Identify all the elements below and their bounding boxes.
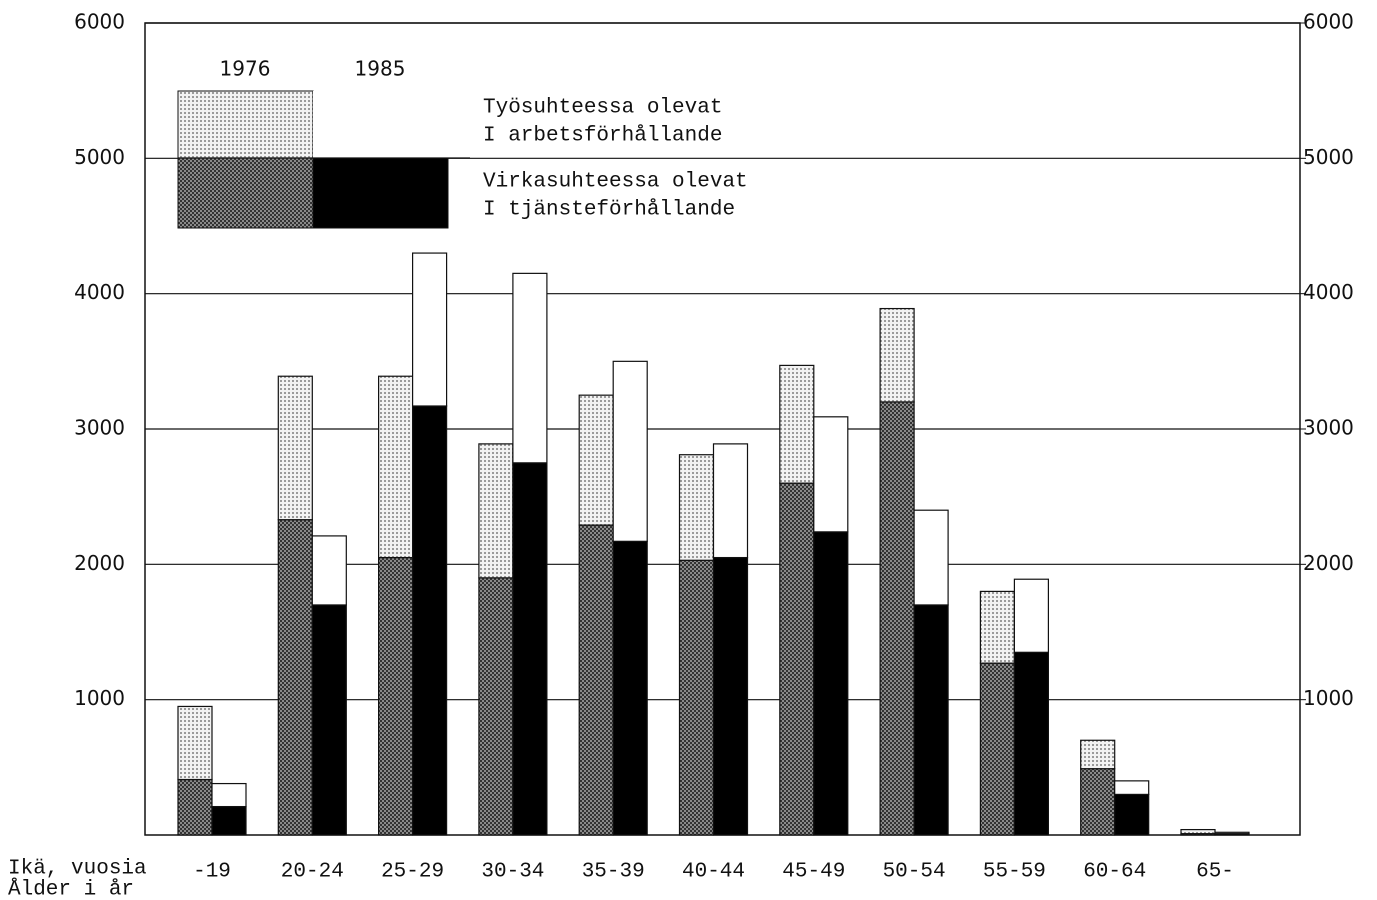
bar-segment — [1013, 578, 1050, 653]
bar-segment — [612, 360, 648, 542]
legend-label: I tjänsteförhållande — [483, 199, 735, 222]
x-tick-label: 65- — [1196, 861, 1234, 884]
bar-segment — [813, 531, 849, 836]
y-tick-label: 1000 — [74, 686, 125, 710]
y-tick-label: 5000 — [74, 145, 125, 169]
x-tick-label: 60-64 — [1083, 861, 1146, 884]
y2-tick-label: 4000 — [1303, 280, 1354, 304]
x-tick-label: 35-39 — [582, 861, 645, 884]
legend-swatch — [177, 157, 314, 229]
bar-segment — [979, 662, 1016, 836]
bar-segment — [1214, 831, 1250, 835]
y-tick-label: 2000 — [74, 551, 125, 575]
bar-segment — [913, 509, 949, 606]
bar-segment — [177, 705, 213, 781]
bar-segment — [678, 559, 715, 836]
bar-segment — [678, 454, 715, 561]
bar-segment — [779, 364, 815, 484]
bar-segment — [612, 540, 648, 836]
legend-label: Virkasuhteessa olevat — [483, 171, 748, 194]
x-tick-label: -19 — [193, 861, 231, 884]
y2-tick-label: 5000 — [1303, 145, 1354, 169]
x-tick-label: 50-54 — [883, 861, 946, 884]
bar-segment — [512, 272, 548, 464]
bar-segment — [578, 394, 614, 526]
bar-segment — [1114, 780, 1150, 795]
x-axis-label: Ikä, vuosia — [8, 858, 147, 881]
y2-tick-label: 1000 — [1303, 686, 1354, 710]
legend-swatch — [177, 90, 314, 159]
x-tick-label: 55-59 — [983, 861, 1046, 884]
x-tick-label: 25-29 — [381, 861, 444, 884]
bar-segment — [779, 482, 815, 836]
y2-tick-label: 2000 — [1303, 551, 1354, 575]
bar-segment — [578, 524, 614, 836]
y2-tick-label: 6000 — [1303, 10, 1354, 34]
y-tick-label: 4000 — [74, 280, 125, 304]
bar-segment — [378, 375, 414, 559]
bar-segment — [478, 577, 514, 836]
y-tick-label: 3000 — [74, 416, 125, 440]
bar-segment — [378, 556, 414, 836]
bar-segment — [177, 778, 213, 836]
bar-segment — [1080, 739, 1116, 770]
x-tick-label: 20-24 — [281, 861, 344, 884]
bar-segment — [712, 556, 749, 836]
bar-segment — [1080, 768, 1116, 836]
bar-segment — [979, 590, 1016, 664]
bar-segment — [1013, 651, 1050, 836]
legend-year: 1976 — [220, 57, 271, 81]
bar-segment — [1180, 828, 1216, 835]
y-tick-label: 6000 — [74, 10, 125, 34]
legend-year: 1985 — [355, 57, 406, 81]
bar-segment — [879, 401, 915, 836]
bar-segment — [311, 604, 347, 836]
bar-segment — [1114, 793, 1150, 836]
legend-swatch — [313, 91, 448, 158]
bar-segment — [913, 604, 949, 836]
bar-segment — [277, 519, 313, 836]
legend-label: I arbetsförhållande — [483, 125, 722, 148]
bar-segment — [211, 805, 247, 836]
bar-segment — [211, 782, 247, 808]
bar-segment — [478, 443, 514, 579]
bar-segment — [412, 405, 448, 836]
bar-segment — [277, 375, 313, 521]
x-tick-label: 45-49 — [782, 861, 845, 884]
x-tick-label: 40-44 — [682, 861, 745, 884]
bar-segment — [712, 443, 749, 559]
bar-segment — [512, 462, 548, 836]
x-axis-label: Ålder i år — [8, 879, 134, 900]
y2-tick-label: 3000 — [1303, 416, 1354, 440]
bar-segment — [813, 416, 849, 533]
legend-swatch — [312, 157, 449, 229]
bar-segment — [879, 307, 915, 403]
legend-label: Työsuhteessa olevat — [483, 97, 722, 120]
bar-segment — [412, 252, 448, 407]
x-tick-label: 30-34 — [481, 861, 544, 884]
bar-segment — [311, 535, 347, 606]
